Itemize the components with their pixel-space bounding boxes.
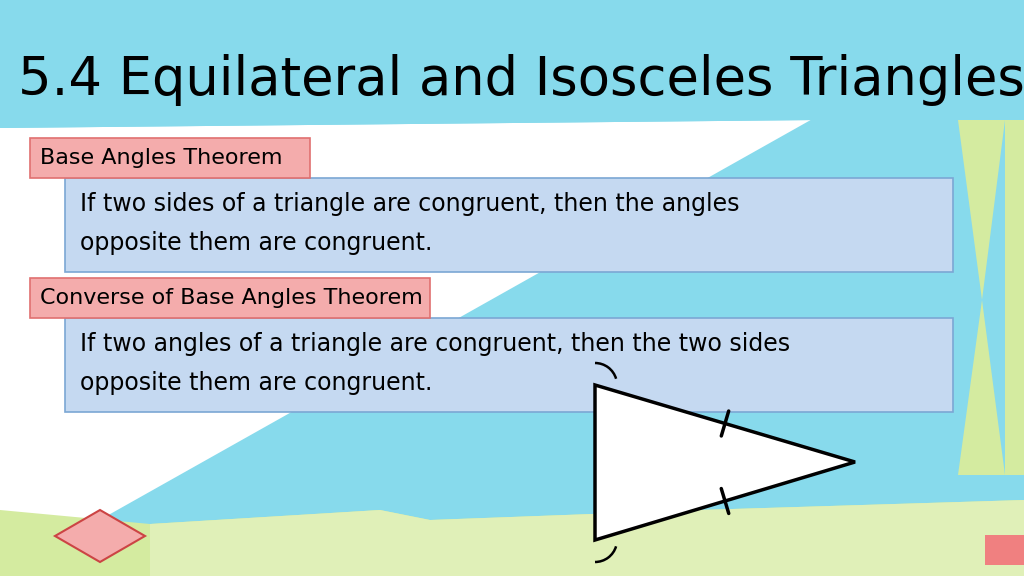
- FancyBboxPatch shape: [985, 535, 1024, 565]
- FancyBboxPatch shape: [65, 318, 953, 412]
- Text: Base Angles Theorem: Base Angles Theorem: [40, 148, 283, 168]
- Text: If two angles of a triangle are congruent, then the two sides
opposite them are : If two angles of a triangle are congruen…: [80, 332, 791, 395]
- Polygon shape: [0, 500, 1024, 576]
- Polygon shape: [0, 0, 1024, 128]
- Polygon shape: [150, 500, 1024, 576]
- FancyBboxPatch shape: [30, 138, 310, 178]
- Polygon shape: [958, 120, 1005, 300]
- Text: 5.4 Equilateral and Isosceles Triangles: 5.4 Equilateral and Isosceles Triangles: [18, 54, 1024, 106]
- Polygon shape: [595, 385, 855, 540]
- Polygon shape: [1005, 120, 1024, 475]
- Text: Converse of Base Angles Theorem: Converse of Base Angles Theorem: [40, 288, 423, 308]
- Polygon shape: [958, 300, 1005, 475]
- Polygon shape: [0, 0, 1024, 128]
- FancyBboxPatch shape: [30, 278, 430, 318]
- Polygon shape: [55, 510, 145, 562]
- FancyBboxPatch shape: [65, 178, 953, 272]
- Text: If two sides of a triangle are congruent, then the angles
opposite them are cong: If two sides of a triangle are congruent…: [80, 192, 739, 255]
